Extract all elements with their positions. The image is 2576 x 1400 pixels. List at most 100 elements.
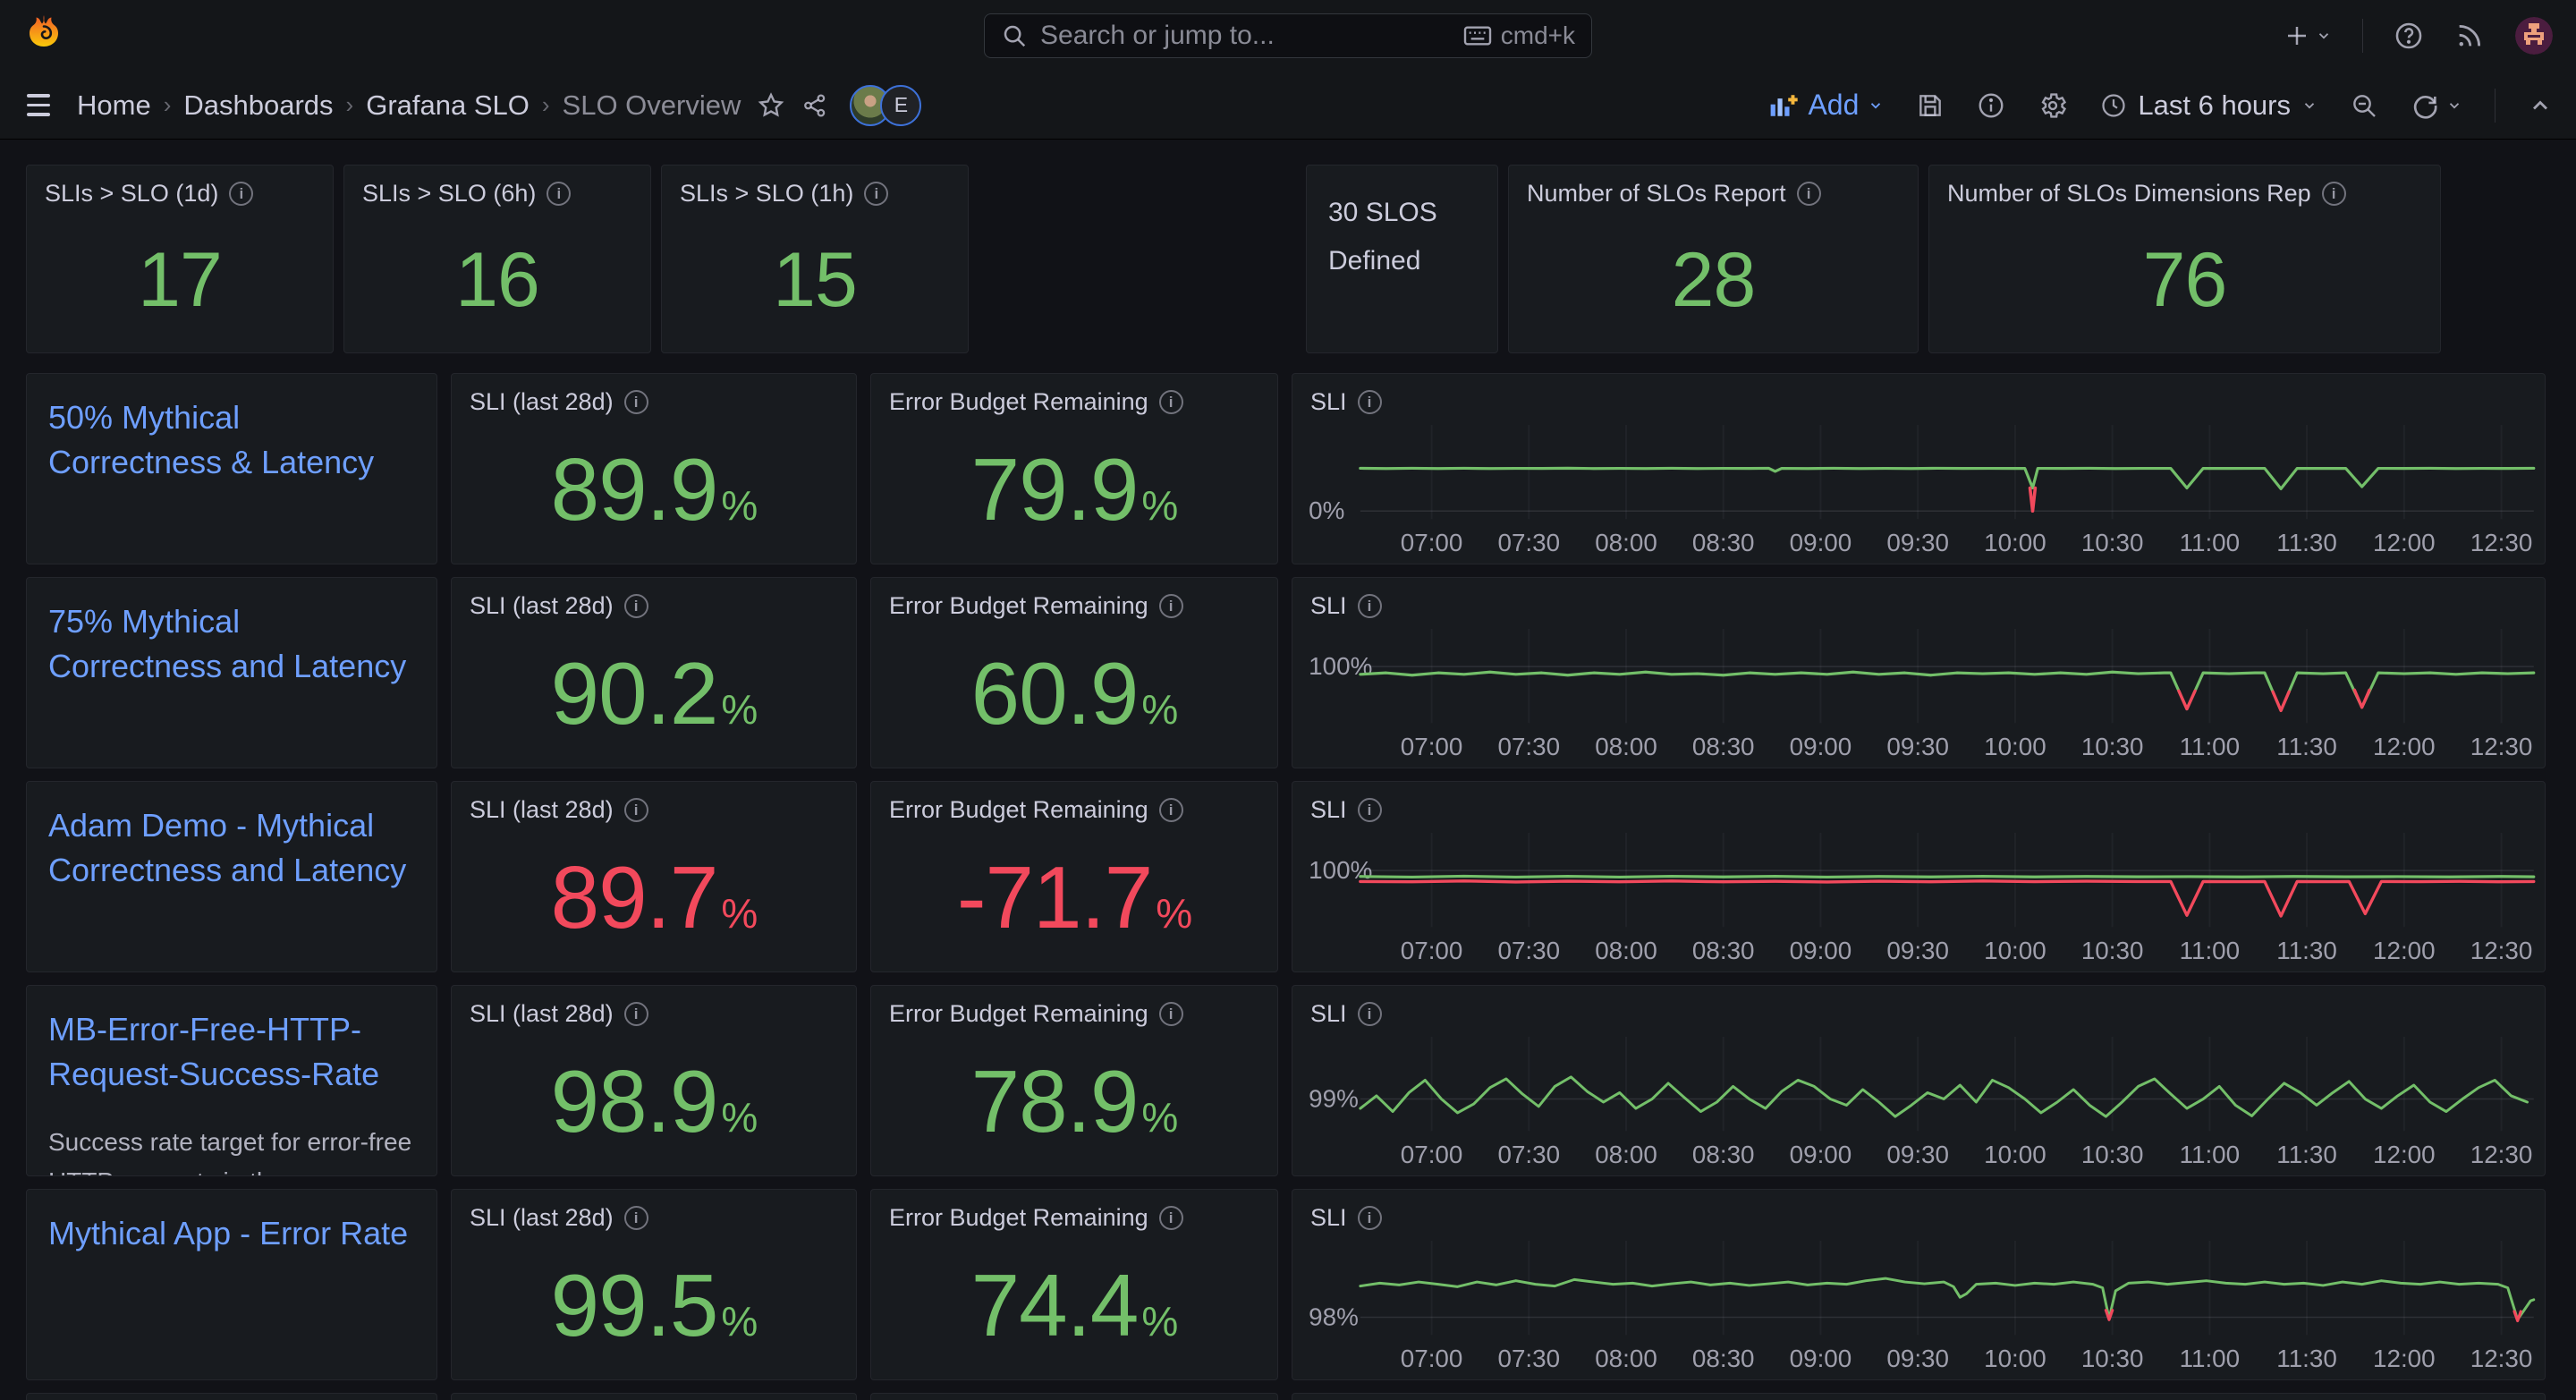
svg-text:12:30: 12:30 [2470, 733, 2533, 760]
slo-link-panel: MB-Error-Free-HTTP-Request-Success-Rate … [26, 985, 437, 1176]
svg-text:11:30: 11:30 [2276, 1345, 2337, 1372]
dashboard-toolbar: Home › Dashboards › Grafana SLO › SLO Ov… [0, 72, 2576, 140]
menu-icon[interactable] [23, 90, 54, 120]
slo-row: 75% Mythical Correctness and Latency SLI… [26, 577, 2576, 768]
panel-title: Error Budget Remaining [889, 388, 1148, 415]
svg-text:11:30: 11:30 [2276, 937, 2337, 964]
slo-link-panel: Mythical App - Error Rate [26, 1189, 437, 1380]
sli-timeseries-chart[interactable]: 07:00 07:30 08:00 08:30 09:00 09:30 10:00 10:30… [1292, 418, 2545, 564]
refresh-button[interactable] [2411, 91, 2462, 120]
svg-text:0%: 0% [1309, 496, 1344, 524]
breadcrumb-home[interactable]: Home [77, 89, 151, 121]
svg-text:11:30: 11:30 [2276, 529, 2337, 556]
slo-link[interactable]: Mythical App - Error Rate [48, 1215, 409, 1252]
svg-text:11:00: 11:00 [2180, 937, 2241, 964]
breadcrumb-separator: › [541, 91, 550, 118]
panel-title: Error Budget Remaining [889, 1000, 1148, 1027]
svg-text:07:00: 07:00 [1401, 937, 1463, 964]
share-icon[interactable] [801, 92, 828, 119]
svg-text:07:00: 07:00 [1401, 733, 1463, 760]
sli-timeseries-chart[interactable]: 07:00 07:30 08:00 08:30 09:00 09:30 10:00 10:30… [1292, 1234, 2545, 1379]
info-icon[interactable]: i [1158, 798, 1183, 822]
panel-title: SLI [1310, 1000, 1347, 1027]
stat-value: 89.7% [550, 848, 758, 946]
slo-link[interactable]: MB-Error-Free-HTTP-Request-Success-Rate [48, 1011, 380, 1092]
slo-link[interactable]: 50% Mythical Correctness & Latency [48, 399, 375, 480]
stat-value: 99.5% [550, 1256, 758, 1354]
sli-timeseries-chart[interactable]: 07:00 07:30 08:00 08:30 09:00 09:30 10:00 10:30… [1292, 1030, 2545, 1175]
info-icon[interactable]: i [623, 798, 648, 822]
slo-row: Adam Demo - Mythical Correctness and Lat… [26, 781, 2576, 972]
svg-text:12:30: 12:30 [2470, 937, 2533, 964]
user-avatar[interactable] [2515, 17, 2553, 55]
svg-text:12:30: 12:30 [2470, 529, 2533, 556]
info-icon[interactable]: i [623, 1002, 648, 1026]
info-icon[interactable]: i [1158, 390, 1183, 414]
info-icon[interactable]: i [1357, 1002, 1382, 1026]
slo-link-panel: 75% Mythical Correctness and Latency [26, 577, 437, 768]
top-nav: Search or jump to... cmd+k [0, 0, 2576, 72]
help-icon[interactable] [2394, 21, 2424, 51]
info-icon[interactable]: i [1796, 182, 1821, 206]
panel-title: SLI (last 28d) [470, 796, 614, 823]
stat-value: -71.7% [956, 848, 1192, 946]
slo-link[interactable]: 75% Mythical Correctness and Latency [48, 603, 407, 684]
info-icon[interactable]: i [623, 1206, 648, 1230]
stat-value: 78.9% [970, 1052, 1179, 1150]
info-icon[interactable]: i [1357, 390, 1382, 414]
stat-panel-slos-dimensions: Number of SLOs Dimensions Rep i 76 [1928, 165, 2441, 353]
slo-link-panel: Adam Demo - Mythical Correctness and Lat… [26, 781, 437, 972]
svg-text:99%: 99% [1309, 1084, 1359, 1112]
gear-icon[interactable] [2038, 90, 2068, 121]
svg-text:09:00: 09:00 [1790, 733, 1852, 760]
star-icon[interactable] [757, 91, 785, 120]
slo-link-panel [26, 1393, 437, 1400]
svg-text:08:00: 08:00 [1595, 1345, 1657, 1372]
grafana-logo[interactable] [23, 13, 64, 58]
info-icon[interactable]: i [1158, 1206, 1183, 1230]
panel-title: SLI [1310, 592, 1347, 619]
zoom-out-icon[interactable] [2350, 91, 2378, 120]
svg-text:09:00: 09:00 [1790, 1141, 1852, 1168]
info-icon[interactable]: i [623, 390, 648, 414]
save-icon[interactable] [1916, 91, 1945, 120]
info-icon[interactable]: i [1357, 594, 1382, 618]
svg-text:07:00: 07:00 [1401, 1141, 1463, 1168]
panel-title: SLI (last 28d) [470, 1204, 614, 1231]
global-search-input[interactable]: Search or jump to... cmd+k [984, 13, 1592, 58]
sli-timeseries-chart[interactable]: 07:00 07:30 08:00 08:30 09:00 09:30 10:00 10:30… [1292, 826, 2545, 972]
info-icon[interactable]: i [1357, 1206, 1382, 1230]
breadcrumb-dashboards[interactable]: Dashboards [183, 89, 334, 121]
info-icon[interactable]: i [623, 594, 648, 618]
svg-text:11:00: 11:00 [2180, 529, 2241, 556]
slo-link[interactable]: Adam Demo - Mythical Correctness and Lat… [48, 807, 407, 888]
info-icon[interactable]: i [1158, 1002, 1183, 1026]
news-rss-icon[interactable] [2454, 21, 2485, 51]
info-icon[interactable]: i [229, 182, 254, 206]
viewer-avatar-letter[interactable]: E [880, 84, 922, 126]
new-item-button[interactable] [2284, 22, 2332, 49]
info-icon[interactable]: i [1357, 798, 1382, 822]
svg-text:11:00: 11:00 [2180, 1345, 2241, 1372]
info-icon[interactable]: i [547, 182, 572, 206]
sli-timeseries-chart[interactable]: 07:00 07:30 08:00 08:30 09:00 09:30 10:00 10:30… [1292, 622, 2545, 768]
svg-text:11:00: 11:00 [2180, 1141, 2241, 1168]
sli-stat-panel: SLI (last 28d) i 89.7% [451, 781, 857, 972]
breadcrumb-grafana-slo[interactable]: Grafana SLO [366, 89, 530, 121]
svg-text:98%: 98% [1309, 1302, 1359, 1330]
info-icon[interactable]: i [864, 182, 889, 206]
panel-title: SLIs > SLO (6h) [362, 180, 537, 207]
svg-text:10:30: 10:30 [2081, 937, 2144, 964]
panel-title: SLI (last 28d) [470, 1000, 614, 1027]
stat-value: 60.9% [970, 644, 1179, 742]
time-range-picker[interactable]: Last 6 hours [2100, 89, 2318, 122]
collapse-chevron-up-icon[interactable] [2528, 93, 2553, 118]
svg-text:12:00: 12:00 [2373, 1345, 2436, 1372]
info-icon[interactable] [1977, 91, 2005, 120]
add-panel-button[interactable]: Add [1768, 89, 1884, 122]
error-budget-stat-panel: Error Budget Remaining i 60.9% [870, 577, 1278, 768]
info-icon[interactable]: i [2321, 182, 2346, 206]
breadcrumb-separator: › [163, 91, 172, 118]
svg-text:09:00: 09:00 [1790, 529, 1852, 556]
info-icon[interactable]: i [1158, 594, 1183, 618]
